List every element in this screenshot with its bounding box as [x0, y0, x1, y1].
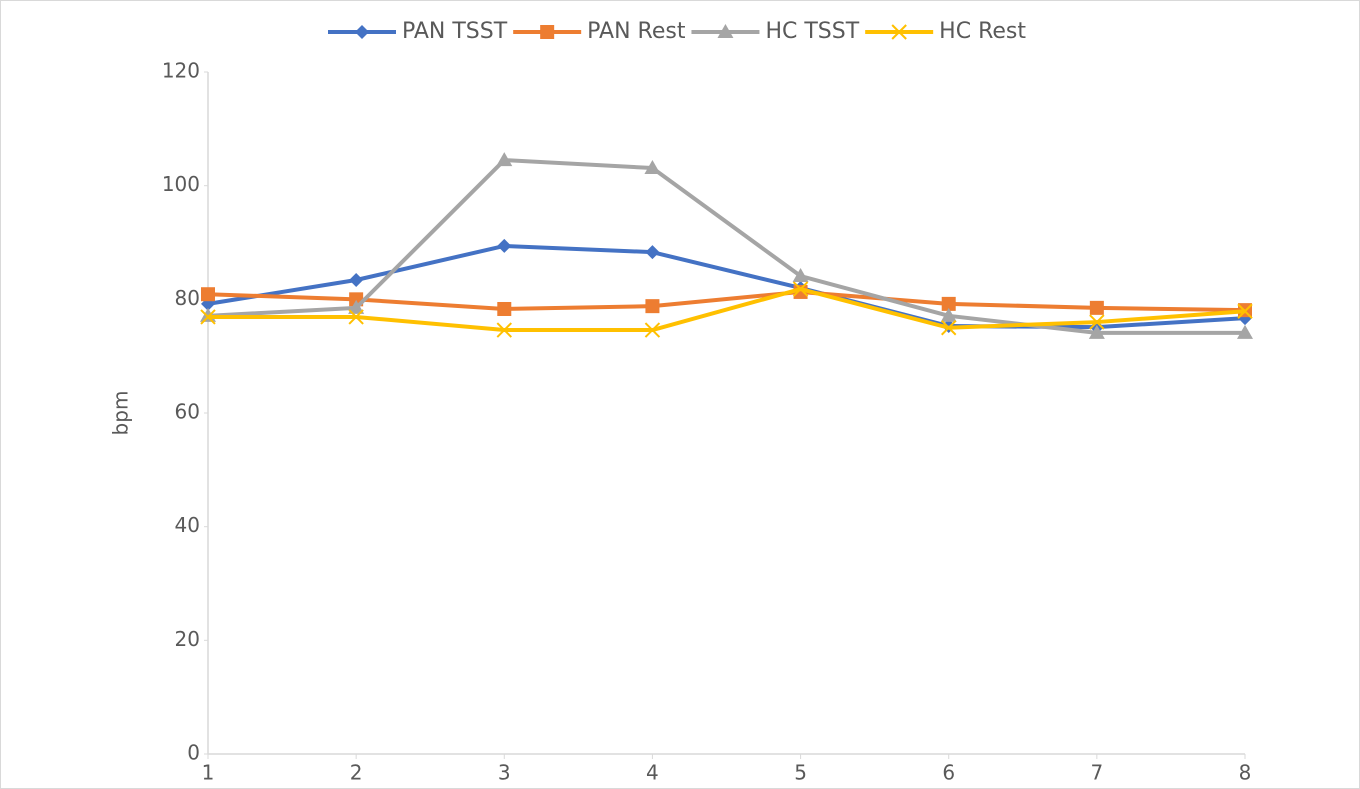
marker [645, 299, 660, 314]
marker [792, 281, 809, 297]
marker [201, 287, 215, 302]
marker [1089, 300, 1104, 315]
legend-label: PAN Rest [587, 19, 686, 44]
legend-label: HC TSST [765, 19, 859, 44]
marker [497, 301, 512, 316]
marker [496, 322, 512, 338]
marker [497, 238, 512, 253]
legend: PAN TSST PAN Rest HC TSST HC Rest [328, 19, 1026, 44]
x-tick-label: 8 [1239, 761, 1252, 785]
marker [1088, 324, 1105, 339]
marker [348, 299, 365, 314]
marker [496, 152, 513, 167]
marker [941, 296, 956, 311]
x-tick-label: 4 [646, 761, 659, 785]
marker [348, 309, 364, 325]
legend-label: PAN TSST [402, 19, 508, 44]
marker [891, 24, 907, 40]
marker [940, 307, 957, 322]
marker [349, 273, 364, 288]
y-tick-label: 100 [162, 172, 200, 196]
series-line [207, 158, 1245, 335]
x-tick-label: 2 [350, 761, 363, 785]
marker [645, 245, 660, 260]
marker [200, 309, 216, 325]
marker [941, 320, 957, 336]
series-line [207, 243, 1246, 330]
series-line [208, 287, 1246, 333]
marker [644, 160, 661, 175]
y-tick-label: 40 [175, 513, 200, 537]
marker [792, 268, 809, 283]
x-tick-label: 7 [1090, 761, 1103, 785]
marker [540, 25, 555, 39]
y-tick-label: 80 [175, 286, 200, 310]
y-axis-label: bpm [109, 391, 133, 436]
x-tick-label: 1 [202, 761, 215, 785]
marker [1237, 303, 1253, 319]
marker [644, 322, 661, 338]
x-tick-label: 3 [498, 761, 511, 785]
marker [355, 25, 369, 39]
y-tick-label: 60 [175, 400, 200, 424]
series-line [207, 289, 1246, 313]
y-tick-label: 0 [187, 741, 200, 765]
marker [1237, 324, 1253, 339]
marker [717, 24, 734, 38]
marker [1089, 314, 1105, 330]
legend-label: HC Rest [939, 19, 1026, 44]
x-tick-label: 5 [794, 761, 807, 785]
x-tick-label: 6 [942, 761, 955, 785]
y-tick-label: 120 [162, 59, 200, 83]
y-tick-label: 20 [175, 627, 200, 651]
